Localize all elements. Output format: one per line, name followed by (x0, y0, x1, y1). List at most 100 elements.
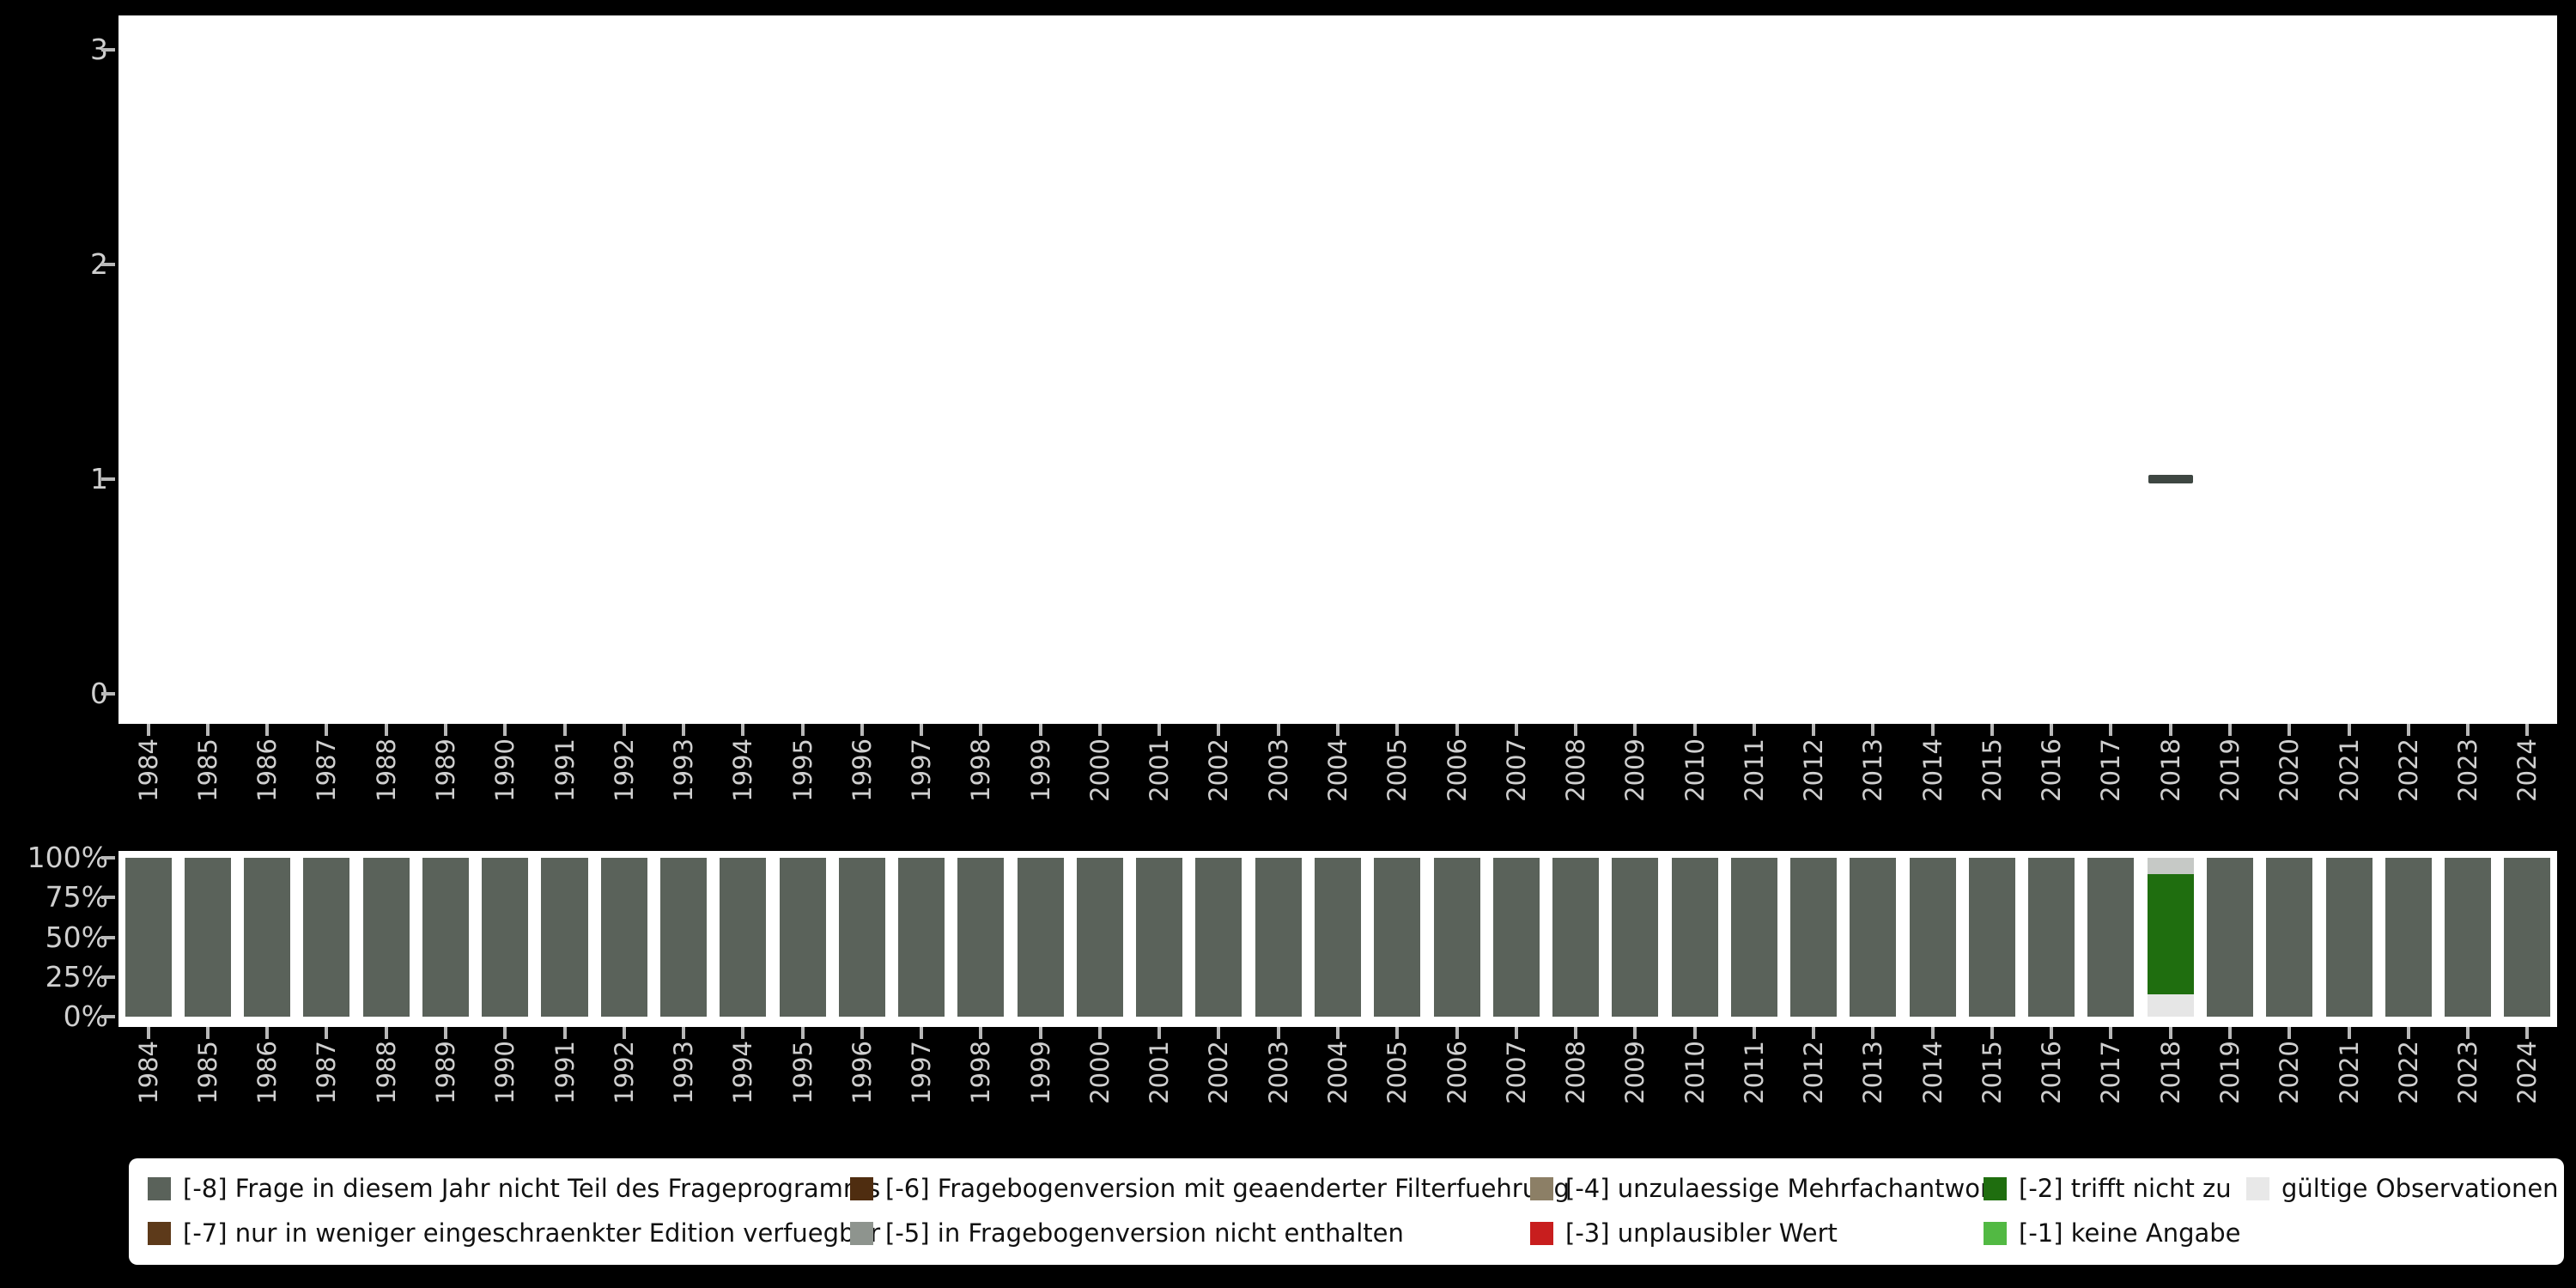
stacked-bar-1994 (720, 858, 767, 1017)
legend-swatch (1984, 1176, 2007, 1200)
stacked-bar-2023 (2445, 858, 2492, 1017)
x-axis-tick (1097, 724, 1102, 736)
bar-segment (1909, 858, 1956, 1017)
legend-item: [-7] nur in weniger eingeschraenkter Edi… (148, 1218, 880, 1248)
legend-item: [-5] in Fragebogenversion nicht enthalte… (850, 1218, 1530, 1248)
legend-swatch (148, 1176, 171, 1200)
x-axis-tick (562, 724, 567, 736)
x-axis-year-label: 1993 (669, 1041, 699, 1104)
x-axis-tick (325, 724, 329, 736)
legend-swatch (1530, 1221, 1553, 1245)
y-axis-tick (101, 975, 115, 979)
x-axis-tick (1217, 1027, 1221, 1039)
stacked-bar-1995 (779, 858, 826, 1017)
x-axis-year-label: 2011 (1739, 738, 1769, 802)
bar-segment (1255, 858, 1302, 1017)
x-axis-tick (1276, 1027, 1280, 1039)
x-axis-tick (800, 724, 805, 736)
x-axis-year-label: 1986 (252, 738, 283, 802)
stacked-bar-1987 (303, 858, 350, 1017)
x-axis-tick (265, 724, 270, 736)
x-axis-tick (265, 1027, 270, 1039)
y-axis-tick (101, 263, 115, 266)
x-axis-year-label: 1997 (907, 738, 937, 802)
x-axis-tick (1276, 724, 1280, 736)
legend-label: [-1] keine Angabe (2019, 1218, 2241, 1248)
x-axis-tick (562, 1027, 567, 1039)
x-axis-year-label: 1990 (490, 738, 520, 802)
x-axis-tick (1157, 1027, 1162, 1039)
bar-segment (1076, 858, 1123, 1017)
x-axis-year-label: 1985 (192, 1041, 222, 1104)
x-axis-year-label: 2007 (1501, 738, 1531, 802)
legend-label: [-8] Frage in diesem Jahr nicht Teil des… (183, 1174, 881, 1203)
x-axis-year-label: 2003 (1263, 738, 1293, 802)
x-axis-tick (1871, 724, 1875, 736)
bar-segment (303, 858, 350, 1017)
x-axis-tick (2228, 1027, 2233, 1039)
x-axis-tick (741, 724, 745, 736)
x-axis-year-label: 2022 (2393, 1041, 2423, 1104)
bar-segment (2028, 858, 2075, 1017)
bar-segment (600, 858, 647, 1017)
x-axis-year-label: 2021 (2334, 738, 2364, 802)
x-axis-year-label: 1992 (609, 738, 639, 802)
top-plot-area (118, 15, 2557, 724)
legend-label: [-7] nur in weniger eingeschraenkter Edi… (183, 1218, 881, 1248)
x-axis-tick (979, 1027, 983, 1039)
y-axis-percent-label: 0% (63, 999, 108, 1033)
x-axis-tick (1455, 1027, 1459, 1039)
x-axis-tick (1574, 1027, 1578, 1039)
x-axis-tick (1217, 724, 1221, 736)
stacked-bar-1988 (362, 858, 410, 1017)
x-axis-tick (2109, 1027, 2113, 1039)
bar-segment (362, 858, 410, 1017)
bar-segment (2087, 858, 2135, 1017)
x-axis-year-label: 2018 (2155, 738, 2185, 802)
stacked-bar-2021 (2325, 858, 2372, 1017)
bar-segment (1671, 858, 1718, 1017)
x-axis-tick (1574, 724, 1578, 736)
x-axis-year-label: 2000 (1084, 738, 1115, 802)
stacked-bar-2000 (1076, 858, 1123, 1017)
stacked-bar-1998 (957, 858, 1005, 1017)
x-axis-year-label: 2011 (1739, 1041, 1769, 1104)
x-axis-year-label: 2009 (1620, 1041, 1650, 1104)
stacked-bar-1991 (541, 858, 588, 1017)
x-axis-year-label: 1988 (371, 1041, 401, 1104)
stacked-bar-2016 (2028, 858, 2075, 1017)
legend-item: [-8] Frage in diesem Jahr nicht Teil des… (148, 1174, 880, 1203)
stacked-bar-2008 (1552, 858, 1600, 1017)
y-axis-tick (101, 1015, 115, 1018)
y-axis-tick (101, 935, 115, 939)
x-axis-year-label: 2010 (1680, 1041, 1710, 1104)
x-axis-tick (1395, 1027, 1400, 1039)
x-axis-tick (1871, 1027, 1875, 1039)
stacked-bar-1996 (838, 858, 885, 1017)
bar-segment (2385, 858, 2432, 1017)
x-axis-tick (2168, 1027, 2172, 1039)
bar-segment (125, 858, 172, 1017)
legend-item: gültige Observationen (2246, 1174, 2564, 1203)
x-axis-year-label: 1989 (430, 738, 460, 802)
x-axis-year-label: 2014 (1917, 1041, 1947, 1104)
x-axis-tick (1097, 1027, 1102, 1039)
x-axis-tick (741, 1027, 745, 1039)
x-axis-year-label: 1998 (966, 1041, 996, 1104)
x-axis-tick (2287, 1027, 2292, 1039)
x-axis-year-label: 2020 (2275, 1041, 2305, 1104)
x-axis-tick (1752, 724, 1756, 736)
x-axis-tick (443, 724, 447, 736)
x-axis-year-label: 2013 (1858, 738, 1888, 802)
x-axis-year-label: 2023 (2453, 738, 2483, 802)
stacked-bar-2015 (1968, 858, 2015, 1017)
x-axis-tick (205, 1027, 210, 1039)
stacked-bar-2020 (2266, 858, 2313, 1017)
x-axis-year-label: 2015 (1977, 738, 2007, 802)
legend-item: [-2] trifft nicht zu (1984, 1174, 2246, 1203)
stacked-bar-2001 (1136, 858, 1183, 1017)
x-axis-tick (1336, 1027, 1340, 1039)
y-axis-percent-label: 75% (45, 880, 108, 914)
x-axis-year-label: 1987 (312, 1041, 342, 1104)
x-axis-tick (920, 724, 924, 736)
